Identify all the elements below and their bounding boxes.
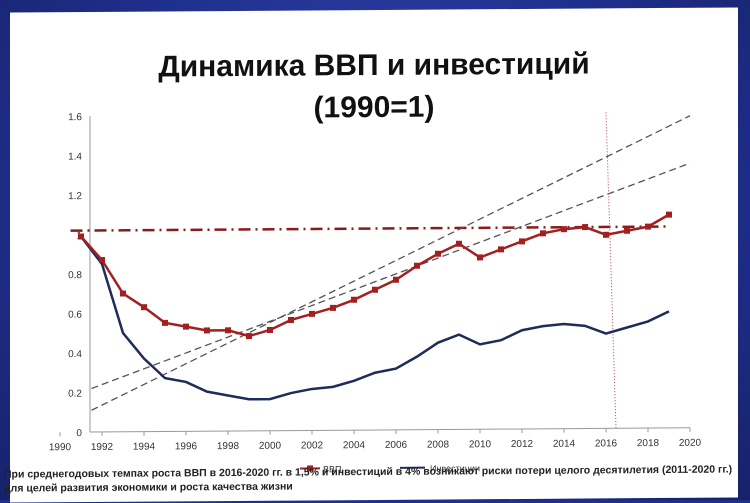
gdp-point <box>351 297 357 303</box>
x-tick-label: 1998 <box>217 441 240 452</box>
y-tick-label: 0.2 <box>68 389 82 400</box>
gdp-point <box>78 233 84 239</box>
x-tick-label: 2006 <box>385 440 408 451</box>
x-tick-label: 2000 <box>259 441 282 452</box>
x-tick-label: 2014 <box>553 439 576 450</box>
trend-line <box>92 116 691 411</box>
gdp-point <box>435 251 441 257</box>
x-tick-label: 1990 <box>49 442 72 453</box>
x-tick-label: 2008 <box>427 439 450 450</box>
gdp-point <box>120 290 126 296</box>
y-tick-label: 0.6 <box>68 310 82 321</box>
x-tick-label: 2018 <box>637 438 660 449</box>
y-tick-label: 0.8 <box>68 270 82 281</box>
gdp-point <box>309 311 315 317</box>
x-tick-label: 1996 <box>175 441 198 452</box>
y-tick-label: 1.4 <box>68 152 82 163</box>
x-tick-label: 2020 <box>679 438 702 449</box>
y-tick-label: 0.4 <box>68 349 82 360</box>
gdp-point <box>519 238 525 244</box>
x-tick-label: 2002 <box>301 440 324 451</box>
gdp-point <box>267 327 273 333</box>
gdp-point <box>414 263 420 269</box>
line-chart: 00.20.40.60.811.21.41.619901992199419961… <box>10 7 738 502</box>
gdp-point <box>393 277 399 283</box>
x-axis <box>90 428 690 432</box>
gdp-point <box>372 287 378 293</box>
series-line-investments <box>81 232 669 400</box>
gdp-point <box>645 224 651 230</box>
gdp-point <box>183 324 189 330</box>
x-tick-label: 1994 <box>133 442 156 453</box>
gdp-point <box>246 333 252 339</box>
x-tick-label: 2010 <box>469 439 492 450</box>
vertical-marker <box>606 112 616 428</box>
gdp-point <box>162 320 168 326</box>
gdp-point <box>204 327 210 333</box>
gdp-point <box>477 254 483 260</box>
gdp-point <box>99 257 105 263</box>
series-line-gdp <box>81 215 669 338</box>
gdp-point <box>456 241 462 247</box>
gdp-point <box>225 327 231 333</box>
gdp-point <box>561 226 567 232</box>
gdp-point <box>141 304 147 310</box>
y-tick-label: 0 <box>76 428 82 439</box>
gdp-point <box>582 224 588 230</box>
x-tick-label: 1992 <box>91 442 114 453</box>
y-tick-label: 1.2 <box>68 191 82 202</box>
gdp-point <box>624 228 630 234</box>
gdp-point <box>498 246 504 252</box>
gdp-point <box>288 317 294 323</box>
caption: При среднегодовых темпах роста ВВП в 201… <box>4 462 739 495</box>
x-tick-label: 2012 <box>511 439 534 450</box>
x-tick-label: 2004 <box>343 440 366 451</box>
gdp-point <box>603 232 609 238</box>
x-tick-label: 2016 <box>595 438 618 449</box>
gdp-point <box>330 305 336 311</box>
gdp-point <box>666 212 672 218</box>
trend-line <box>92 163 691 388</box>
y-tick-label: 1.6 <box>68 112 82 123</box>
gdp-point <box>540 230 546 236</box>
